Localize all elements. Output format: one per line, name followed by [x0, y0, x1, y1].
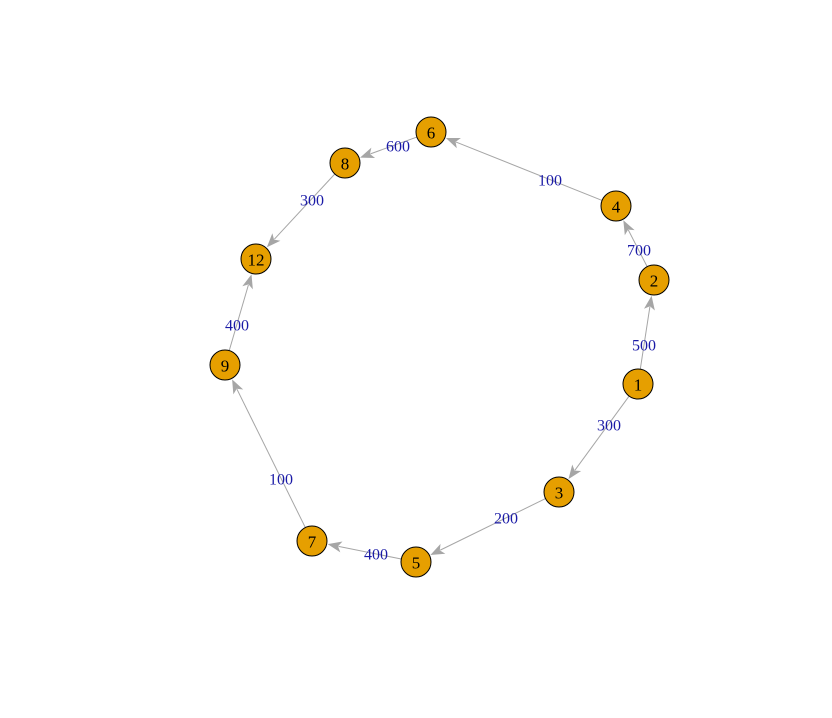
node-label-7: 7	[308, 533, 317, 552]
edge-3-to-5	[440, 499, 545, 551]
node-label-4: 4	[612, 198, 621, 217]
edge-labels-layer: 500 700 100 600 300 400 100 400 200 300	[225, 139, 656, 564]
arrowhead-1-to-3	[568, 465, 581, 480]
edge-weight-label-2-to-4: 700	[627, 243, 651, 260]
node-label-3: 3	[555, 484, 564, 503]
node-12: 12	[241, 244, 271, 274]
edge-weight-label-3-to-5: 200	[494, 511, 518, 528]
node-label-12: 12	[248, 251, 265, 270]
arrowhead-3-to-5	[430, 544, 445, 555]
node-5: 5	[401, 547, 431, 577]
arrowhead-2-to-4	[623, 220, 634, 235]
edge-weight-label-8-to-12: 300	[300, 193, 324, 210]
node-label-1: 1	[634, 376, 643, 395]
node-label-6: 6	[427, 124, 436, 143]
arrowhead-7-to-9	[232, 379, 243, 394]
edge-weight-label-1-to-3: 300	[597, 418, 621, 435]
node-label-9: 9	[221, 357, 230, 376]
edge-weight-label-5-to-7: 400	[364, 547, 388, 564]
node-4: 4	[601, 191, 631, 221]
edge-weight-label-6-to-8: 600	[386, 139, 410, 156]
edge-7-to-9	[237, 389, 305, 527]
edge-weight-label-4-to-6: 100	[538, 173, 562, 190]
node-1: 1	[623, 369, 653, 399]
node-6: 6	[416, 117, 446, 147]
node-7: 7	[297, 526, 327, 556]
node-9: 9	[210, 350, 240, 380]
edge-weight-label-1-to-2: 500	[632, 338, 656, 355]
edge-4-to-6	[456, 142, 602, 200]
node-label-5: 5	[412, 554, 421, 573]
node-8: 8	[330, 148, 360, 178]
edges-layer	[229, 137, 655, 559]
node-2: 2	[639, 265, 669, 295]
node-label-8: 8	[341, 155, 350, 174]
node-3: 3	[544, 477, 574, 507]
edge-weight-label-7-to-9: 100	[269, 472, 293, 489]
edge-weight-label-9-to-12: 400	[225, 318, 249, 335]
node-label-2: 2	[650, 272, 659, 291]
